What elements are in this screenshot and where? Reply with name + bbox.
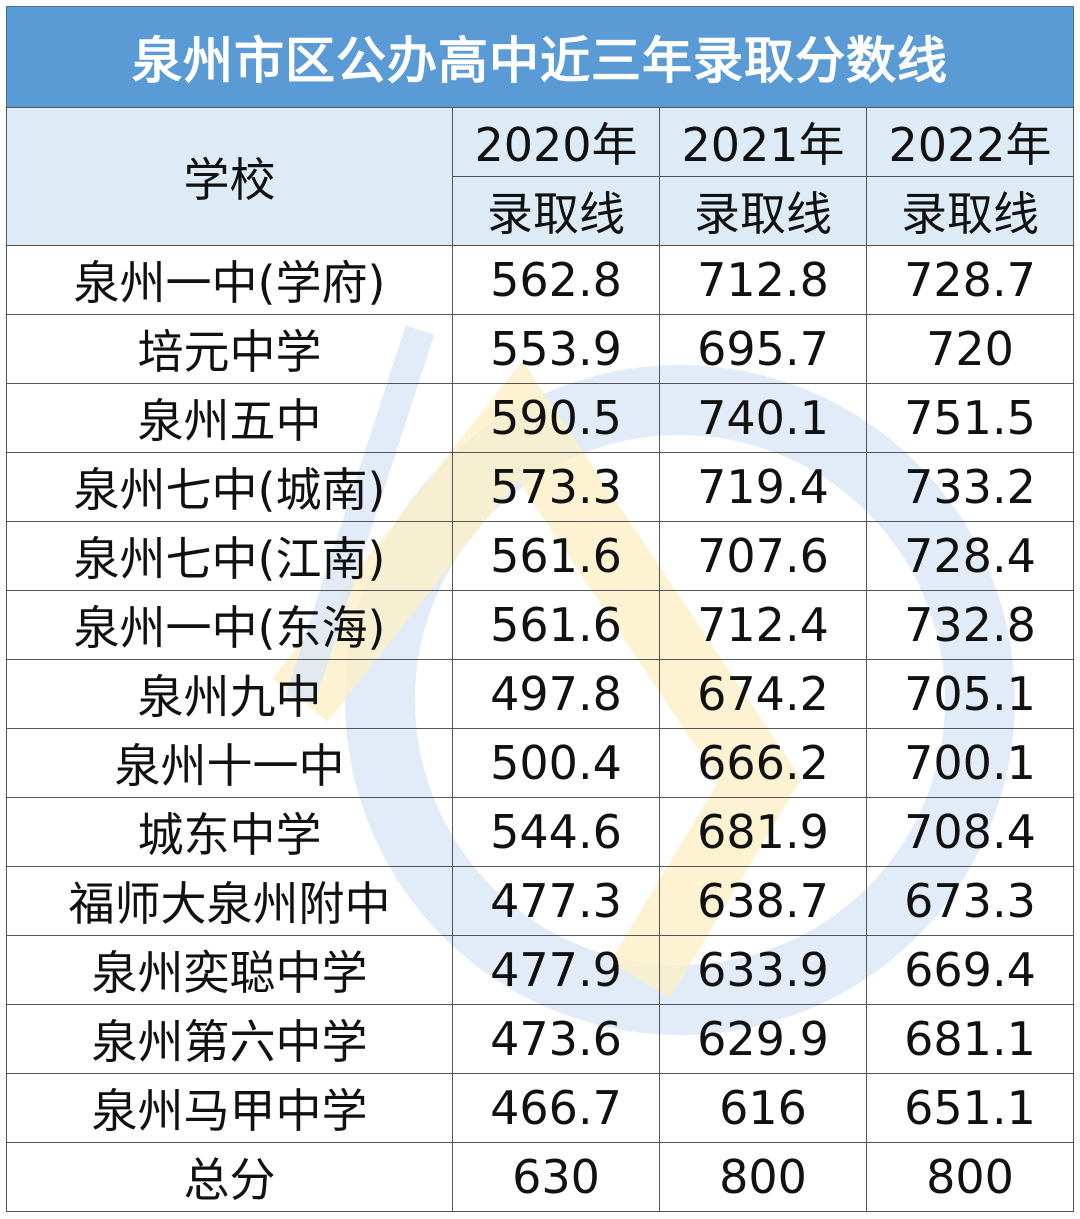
table-title: 泉州市区公办高中近三年录取分数线 bbox=[6, 6, 1074, 108]
score-cell: 674.2 bbox=[659, 659, 867, 729]
score-cell: 728.7 bbox=[866, 245, 1074, 315]
score-cell: 707.6 bbox=[659, 521, 867, 591]
score-cell: 590.5 bbox=[452, 383, 660, 453]
score-cell: 553.9 bbox=[452, 314, 660, 384]
score-cell: 681.1 bbox=[866, 1004, 1074, 1074]
school-name-cell: 泉州马甲中学 bbox=[6, 1073, 453, 1143]
score-cell: 573.3 bbox=[452, 452, 660, 522]
score-cell: 633.9 bbox=[659, 935, 867, 1005]
header-sub-2022: 录取线 bbox=[866, 176, 1074, 246]
score-cell: 616 bbox=[659, 1073, 867, 1143]
score-cell: 681.9 bbox=[659, 797, 867, 867]
table-row: 总分 630 800 800 bbox=[6, 1142, 1074, 1212]
score-cell: 561.6 bbox=[452, 590, 660, 660]
score-cell: 732.8 bbox=[866, 590, 1074, 660]
score-table: 学校 2020年 2021年 2022年 录取线 录取线 录取线 泉州一中(学府… bbox=[6, 107, 1074, 1212]
score-cell: 561.6 bbox=[452, 521, 660, 591]
score-cell: 651.1 bbox=[866, 1073, 1074, 1143]
school-name-cell: 泉州第六中学 bbox=[6, 1004, 453, 1074]
table-row: 泉州一中(学府) 562.8 712.8 728.7 bbox=[6, 245, 1074, 315]
score-cell: 473.6 bbox=[452, 1004, 660, 1074]
score-cell: 705.1 bbox=[866, 659, 1074, 729]
table-row: 城东中学 544.6 681.9 708.4 bbox=[6, 797, 1074, 867]
table-row: 泉州一中(东海) 561.6 712.4 732.8 bbox=[6, 590, 1074, 660]
school-name-cell: 泉州九中 bbox=[6, 659, 453, 729]
score-cell: 728.4 bbox=[866, 521, 1074, 591]
score-cell: 666.2 bbox=[659, 728, 867, 798]
school-name-cell: 城东中学 bbox=[6, 797, 453, 867]
score-cell: 638.7 bbox=[659, 866, 867, 936]
school-name-cell: 培元中学 bbox=[6, 314, 453, 384]
score-cell: 630 bbox=[452, 1142, 660, 1212]
score-cell: 712.8 bbox=[659, 245, 867, 315]
school-name-cell: 总分 bbox=[6, 1142, 453, 1212]
school-name-cell: 泉州七中(江南) bbox=[6, 521, 453, 591]
score-cell: 544.6 bbox=[452, 797, 660, 867]
score-cell: 673.3 bbox=[866, 866, 1074, 936]
header-year-2020: 2020年 bbox=[452, 107, 660, 177]
header-row-years: 学校 2020年 2021年 2022年 bbox=[6, 107, 1074, 246]
school-name-cell: 泉州十一中 bbox=[6, 728, 453, 798]
score-cell: 712.4 bbox=[659, 590, 867, 660]
table-row: 泉州马甲中学 466.7 616 651.1 bbox=[6, 1073, 1074, 1143]
table-row: 泉州七中(江南) 561.6 707.6 728.4 bbox=[6, 521, 1074, 591]
score-cell: 751.5 bbox=[866, 383, 1074, 453]
table-row: 泉州九中 497.8 674.2 705.1 bbox=[6, 659, 1074, 729]
score-cell: 700.1 bbox=[866, 728, 1074, 798]
score-cell: 477.9 bbox=[452, 935, 660, 1005]
score-cell: 800 bbox=[866, 1142, 1074, 1212]
school-name-cell: 泉州七中(城南) bbox=[6, 452, 453, 522]
score-cell: 695.7 bbox=[659, 314, 867, 384]
table-row: 培元中学 553.9 695.7 720 bbox=[6, 314, 1074, 384]
school-name-cell: 福师大泉州附中 bbox=[6, 866, 453, 936]
score-cell: 740.1 bbox=[659, 383, 867, 453]
score-cell: 562.8 bbox=[452, 245, 660, 315]
school-name-cell: 泉州五中 bbox=[6, 383, 453, 453]
header-year-2021: 2021年 bbox=[659, 107, 867, 177]
score-cell: 800 bbox=[659, 1142, 867, 1212]
school-name-cell: 泉州一中(学府) bbox=[6, 245, 453, 315]
score-table-frame: 泉州市区公办高中近三年录取分数线 学校 2020年 2021年 2022年 录取… bbox=[6, 6, 1074, 1213]
score-cell: 669.4 bbox=[866, 935, 1074, 1005]
school-name-cell: 泉州奕聪中学 bbox=[6, 935, 453, 1005]
table-row: 福师大泉州附中 477.3 638.7 673.3 bbox=[6, 866, 1074, 936]
table-row: 泉州第六中学 473.6 629.9 681.1 bbox=[6, 1004, 1074, 1074]
header-year-2022: 2022年 bbox=[866, 107, 1074, 177]
table-row: 泉州十一中 500.4 666.2 700.1 bbox=[6, 728, 1074, 798]
header-school: 学校 bbox=[6, 107, 453, 246]
score-cell: 720 bbox=[866, 314, 1074, 384]
header-sub-2021: 录取线 bbox=[659, 176, 867, 246]
score-cell: 708.4 bbox=[866, 797, 1074, 867]
score-cell: 629.9 bbox=[659, 1004, 867, 1074]
score-cell: 477.3 bbox=[452, 866, 660, 936]
table-row: 泉州七中(城南) 573.3 719.4 733.2 bbox=[6, 452, 1074, 522]
header-sub-2020: 录取线 bbox=[452, 176, 660, 246]
score-cell: 500.4 bbox=[452, 728, 660, 798]
score-cell: 466.7 bbox=[452, 1073, 660, 1143]
score-cell: 719.4 bbox=[659, 452, 867, 522]
school-name-cell: 泉州一中(东海) bbox=[6, 590, 453, 660]
score-cell: 733.2 bbox=[866, 452, 1074, 522]
table-row: 泉州奕聪中学 477.9 633.9 669.4 bbox=[6, 935, 1074, 1005]
score-cell: 497.8 bbox=[452, 659, 660, 729]
table-row: 泉州五中 590.5 740.1 751.5 bbox=[6, 383, 1074, 453]
header-row-sub: 录取线 录取线 录取线 bbox=[7, 176, 1074, 246]
table-body: 泉州一中(学府) 562.8 712.8 728.7 培元中学 553.9 695.7 720… bbox=[6, 245, 1074, 1212]
